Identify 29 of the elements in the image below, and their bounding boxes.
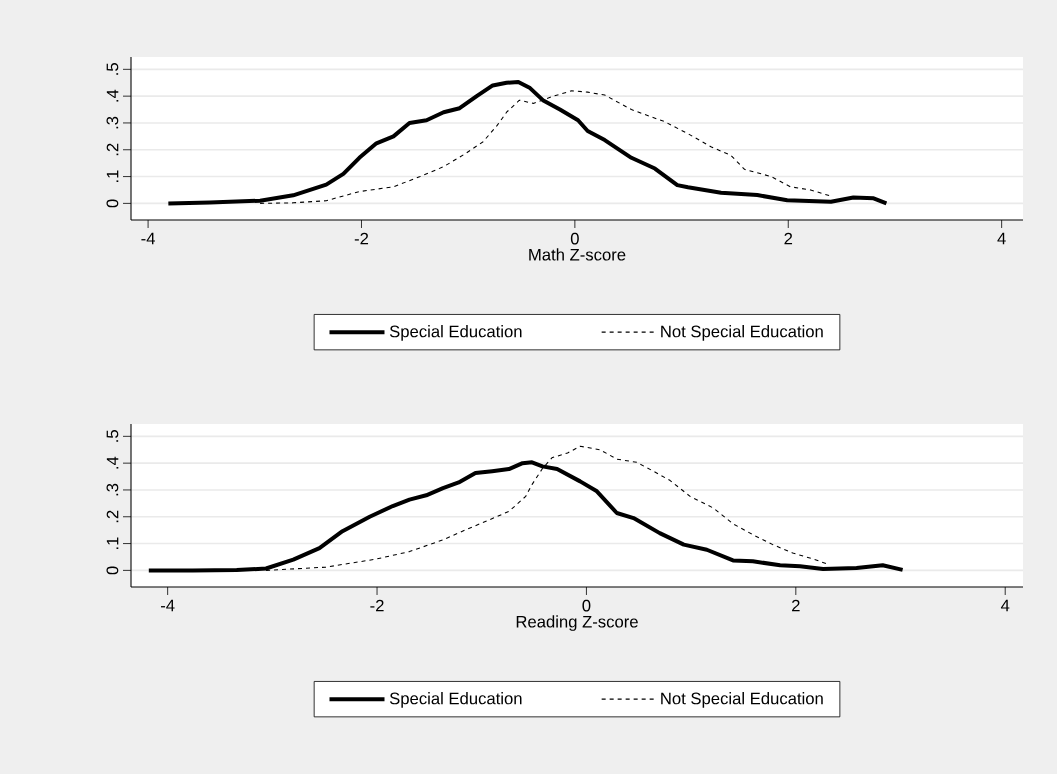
x-axis-title: Math Z-score — [529, 248, 626, 261]
y-tick-label: .5 — [106, 430, 119, 442]
y-tick-label: .1 — [106, 170, 119, 182]
y-tick-label: 0 — [106, 566, 119, 575]
x-axis-title: Reading Z-score — [516, 615, 638, 631]
legend-label: Special Education — [389, 692, 522, 708]
y-tick-label: 0 — [106, 199, 119, 208]
x-tick-label: 0 — [570, 232, 579, 245]
x-tick-label: -2 — [354, 232, 369, 245]
x-tick-label: 2 — [792, 599, 800, 612]
legend-label: Not Special Education — [661, 692, 823, 708]
x-tick-label: 2 — [784, 232, 793, 245]
y-tick-label: .3 — [106, 116, 119, 129]
y-tick-label: .4 — [106, 456, 119, 469]
y-tick-label: .3 — [106, 483, 119, 496]
y-tick-label: .2 — [106, 510, 119, 523]
x-tick-label: 0 — [582, 599, 591, 612]
x-tick-label: -4 — [160, 599, 175, 612]
x-tick-label: -4 — [141, 232, 155, 245]
x-tick-label: 4 — [997, 232, 1006, 245]
y-tick-label: .4 — [106, 89, 119, 102]
y-tick-label: .1 — [106, 537, 119, 549]
line-series — [166, 79, 889, 206]
legend-label: Special Education — [389, 325, 522, 341]
legend-label: Not Special Education — [661, 325, 823, 341]
x-tick-label: 4 — [1000, 599, 1010, 612]
y-tick-label: .5 — [106, 63, 119, 75]
x-tick-label: -2 — [370, 599, 384, 612]
y-tick-label: .2 — [106, 143, 119, 156]
